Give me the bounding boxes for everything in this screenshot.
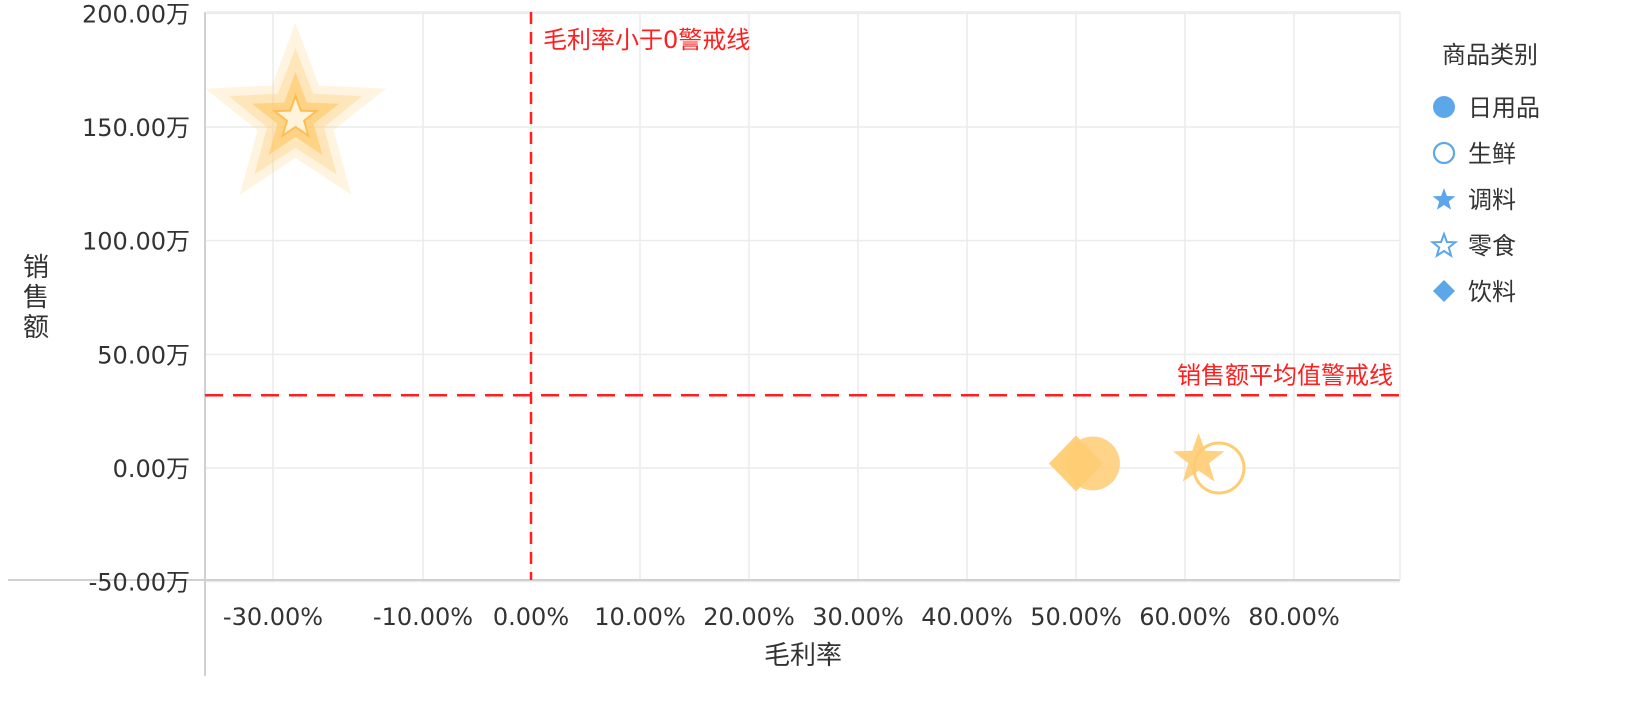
x-tick-label: 80.00% bbox=[1248, 603, 1340, 631]
legend-label: 零食 bbox=[1468, 232, 1516, 260]
x-tick-label: -10.00% bbox=[373, 603, 473, 631]
x-tick-label: 20.00% bbox=[703, 603, 795, 631]
legend-circle-hollow-icon bbox=[1432, 141, 1456, 165]
legend-label: 调料 bbox=[1468, 186, 1516, 214]
legend-label: 日用品 bbox=[1468, 94, 1540, 122]
legend-item: 零食 bbox=[1429, 231, 1516, 260]
point-star-hollow bbox=[271, 92, 320, 139]
legend-item: 饮料 bbox=[1433, 278, 1516, 306]
legend-star-filled-icon bbox=[1432, 188, 1456, 210]
legend-item: 调料 bbox=[1432, 186, 1516, 214]
x-tick-label: 30.00% bbox=[812, 603, 904, 631]
legend-item: 生鲜 bbox=[1432, 140, 1516, 168]
legend-title: 商品类别 bbox=[1442, 41, 1538, 69]
x-tick-label: -30.00% bbox=[223, 603, 323, 631]
y-tick-label: 0.00万 bbox=[113, 455, 190, 483]
legend-label: 饮料 bbox=[1468, 278, 1516, 306]
point-star-filled bbox=[1172, 432, 1225, 482]
x-tick-label: 40.00% bbox=[921, 603, 1013, 631]
tick-labels: -50.00万 0.00万 50.00万 100.00万 150.00万 200.00万 -… bbox=[82, 0, 1340, 631]
axes bbox=[8, 11, 1401, 676]
legend-diamond-filled-icon bbox=[1433, 280, 1455, 302]
legend-item: 日用品 bbox=[1433, 94, 1540, 122]
x-tick-label: 60.00% bbox=[1139, 603, 1231, 631]
y-axis-title-text: 销售额 bbox=[23, 253, 49, 343]
data-points bbox=[205, 22, 1246, 495]
y-axis-title: 销售额 bbox=[23, 253, 49, 343]
x-tick-label: 50.00% bbox=[1030, 603, 1122, 631]
y-tick-label: 50.00万 bbox=[97, 341, 190, 369]
grid bbox=[205, 12, 1400, 583]
x-axis-title: 毛利率 bbox=[764, 641, 842, 671]
x-tick-label: 0.00% bbox=[493, 603, 569, 631]
sales-average-label: 销售额平均值警戒线 bbox=[1177, 361, 1393, 389]
legend-circle-filled-icon bbox=[1433, 96, 1455, 118]
y-tick-label: 200.00万 bbox=[82, 0, 190, 28]
margin-warning-label: 毛利率小于0警戒线 bbox=[543, 26, 750, 54]
y-tick-label: 100.00万 bbox=[82, 228, 190, 256]
y-tick-label: 150.00万 bbox=[82, 114, 190, 142]
legend-label: 生鲜 bbox=[1468, 140, 1516, 168]
legend-star-hollow-icon bbox=[1429, 231, 1459, 259]
x-tick-label: 10.00% bbox=[594, 603, 686, 631]
point-diamond-filled bbox=[1049, 435, 1103, 492]
y-tick-label: -50.00万 bbox=[89, 569, 190, 597]
